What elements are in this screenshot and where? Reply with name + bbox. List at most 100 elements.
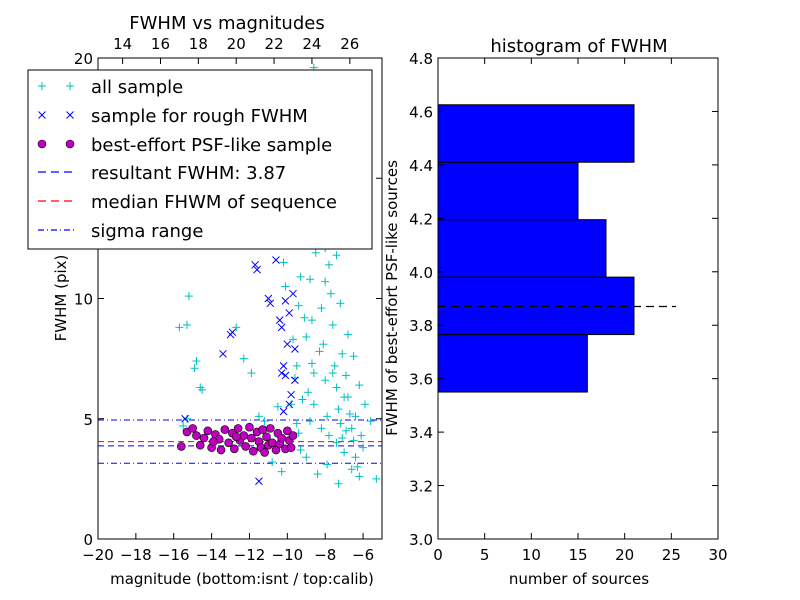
rough-sample-point	[289, 289, 297, 298]
all-sample-point	[175, 323, 184, 332]
all-sample-point	[342, 426, 351, 435]
all-sample-point	[359, 443, 368, 452]
psf-sample-point	[258, 425, 268, 434]
all-sample-point	[332, 383, 341, 392]
scatter-points	[175, 63, 381, 488]
top-tick-label: 22	[265, 35, 284, 53]
legend-label-median-fwhm: median FHWM of sequence	[91, 192, 337, 213]
all-sample-point	[298, 395, 307, 404]
all-sample-point	[324, 260, 333, 269]
psf-sample-point	[260, 448, 269, 457]
psf-sample-point	[247, 433, 256, 443]
x-tick-label: −20	[82, 546, 114, 564]
legend-marker	[66, 111, 74, 119]
histogram-title: histogram of FWHM	[490, 36, 667, 57]
all-sample-point	[347, 465, 356, 474]
all-sample-point	[296, 272, 305, 281]
all-sample-point	[260, 417, 269, 426]
hist-y-tick-label: 4.8	[409, 50, 433, 68]
all-sample-point	[334, 405, 343, 414]
hist-y-tick-label: 3.4	[409, 424, 433, 442]
all-sample-point	[232, 323, 241, 332]
histogram-x-ticks: 0 5 10 15 20 25 30	[433, 58, 728, 564]
x-tick-label: −12	[234, 546, 266, 564]
all-sample-point	[349, 352, 358, 361]
hist-y-tick-label: 3.2	[409, 478, 433, 496]
y-tick-label: 10	[74, 291, 93, 309]
all-sample-point	[338, 433, 347, 442]
scatter-x-ticks: −20 −18 −16 −14 −12 −10 −8 −6	[82, 533, 374, 564]
all-sample-point	[340, 393, 349, 402]
legend-marker	[37, 139, 47, 149]
scatter-title: FWHM vs magnitudes	[129, 13, 324, 34]
legend-label-rough-sample: sample for rough FWHM	[91, 106, 308, 127]
all-sample-point	[247, 369, 256, 378]
all-sample-point	[182, 414, 191, 423]
rough-sample-point	[285, 309, 294, 317]
all-sample-point	[294, 301, 303, 310]
psf-sample-point	[195, 440, 205, 450]
rough-sample-point	[277, 369, 286, 377]
all-sample-point	[357, 431, 366, 440]
all-sample-point	[330, 361, 339, 370]
histogram-bar	[437, 276, 635, 336]
all-sample-point	[281, 282, 290, 291]
hist-y-tick-label: 3.6	[409, 371, 433, 389]
legend-marker	[66, 82, 74, 90]
hist-x-tick-label: 10	[522, 546, 541, 564]
all-sample-point	[336, 419, 345, 428]
all-sample-point	[319, 340, 328, 349]
all-sample-point	[315, 347, 324, 356]
psf-sample-point	[248, 446, 258, 456]
x-tick-label: −16	[158, 546, 190, 564]
histogram-x-axis-label: number of sources	[509, 570, 649, 588]
all-sample-point	[302, 332, 311, 341]
rough-sample-point	[279, 361, 288, 370]
top-tick-label: 26	[340, 35, 359, 53]
all-sample-point	[334, 479, 343, 488]
hist-x-tick-label: 15	[568, 546, 587, 564]
top-tick-label: 18	[189, 35, 208, 53]
y-tick-label: 5	[83, 411, 93, 429]
psf-sample-point	[192, 431, 201, 440]
all-sample-point	[300, 313, 309, 322]
psf-sample-point	[286, 443, 296, 452]
psf-sample-point	[233, 424, 243, 433]
rough-sample-point	[279, 407, 288, 416]
all-sample-point	[254, 412, 263, 421]
legend-box	[27, 69, 373, 250]
rough-sample-point	[275, 316, 284, 324]
psf-sample-point	[220, 425, 230, 434]
rough-sample-point	[287, 390, 295, 399]
all-sample-point	[198, 385, 207, 394]
all-sample-point	[306, 275, 315, 284]
legend-label-resultant-fwhm: resultant FWHM: 3.87	[91, 163, 286, 184]
all-sample-point	[292, 361, 301, 370]
hist-y-tick-label: 4.4	[409, 157, 433, 175]
x-tick-label: −10	[272, 546, 304, 564]
x-tick-label: −14	[196, 546, 228, 564]
psf-sample-point	[224, 438, 233, 448]
x-tick-label: −18	[120, 546, 152, 564]
all-sample-point	[287, 400, 296, 409]
hist-x-tick-label: 25	[662, 546, 681, 564]
rough-sample-point	[281, 297, 290, 305]
legend-marker	[65, 139, 75, 149]
all-sample-point	[302, 453, 311, 462]
all-sample-point	[307, 316, 316, 325]
histogram-bar	[437, 104, 635, 163]
psf-sample-point	[216, 445, 226, 455]
psf-sample-point	[199, 433, 209, 443]
histogram-bars	[437, 104, 635, 393]
all-sample-point	[313, 470, 322, 479]
all-sample-point	[307, 359, 316, 368]
all-sample-point	[351, 412, 360, 421]
all-sample-point	[317, 424, 326, 433]
all-sample-point	[304, 388, 313, 397]
rough-sample-point	[285, 400, 294, 409]
all-sample-point	[323, 412, 332, 421]
all-sample-point	[190, 364, 199, 373]
all-sample-point	[372, 474, 381, 483]
all-sample-point	[184, 292, 193, 301]
all-sample-point	[192, 357, 201, 366]
